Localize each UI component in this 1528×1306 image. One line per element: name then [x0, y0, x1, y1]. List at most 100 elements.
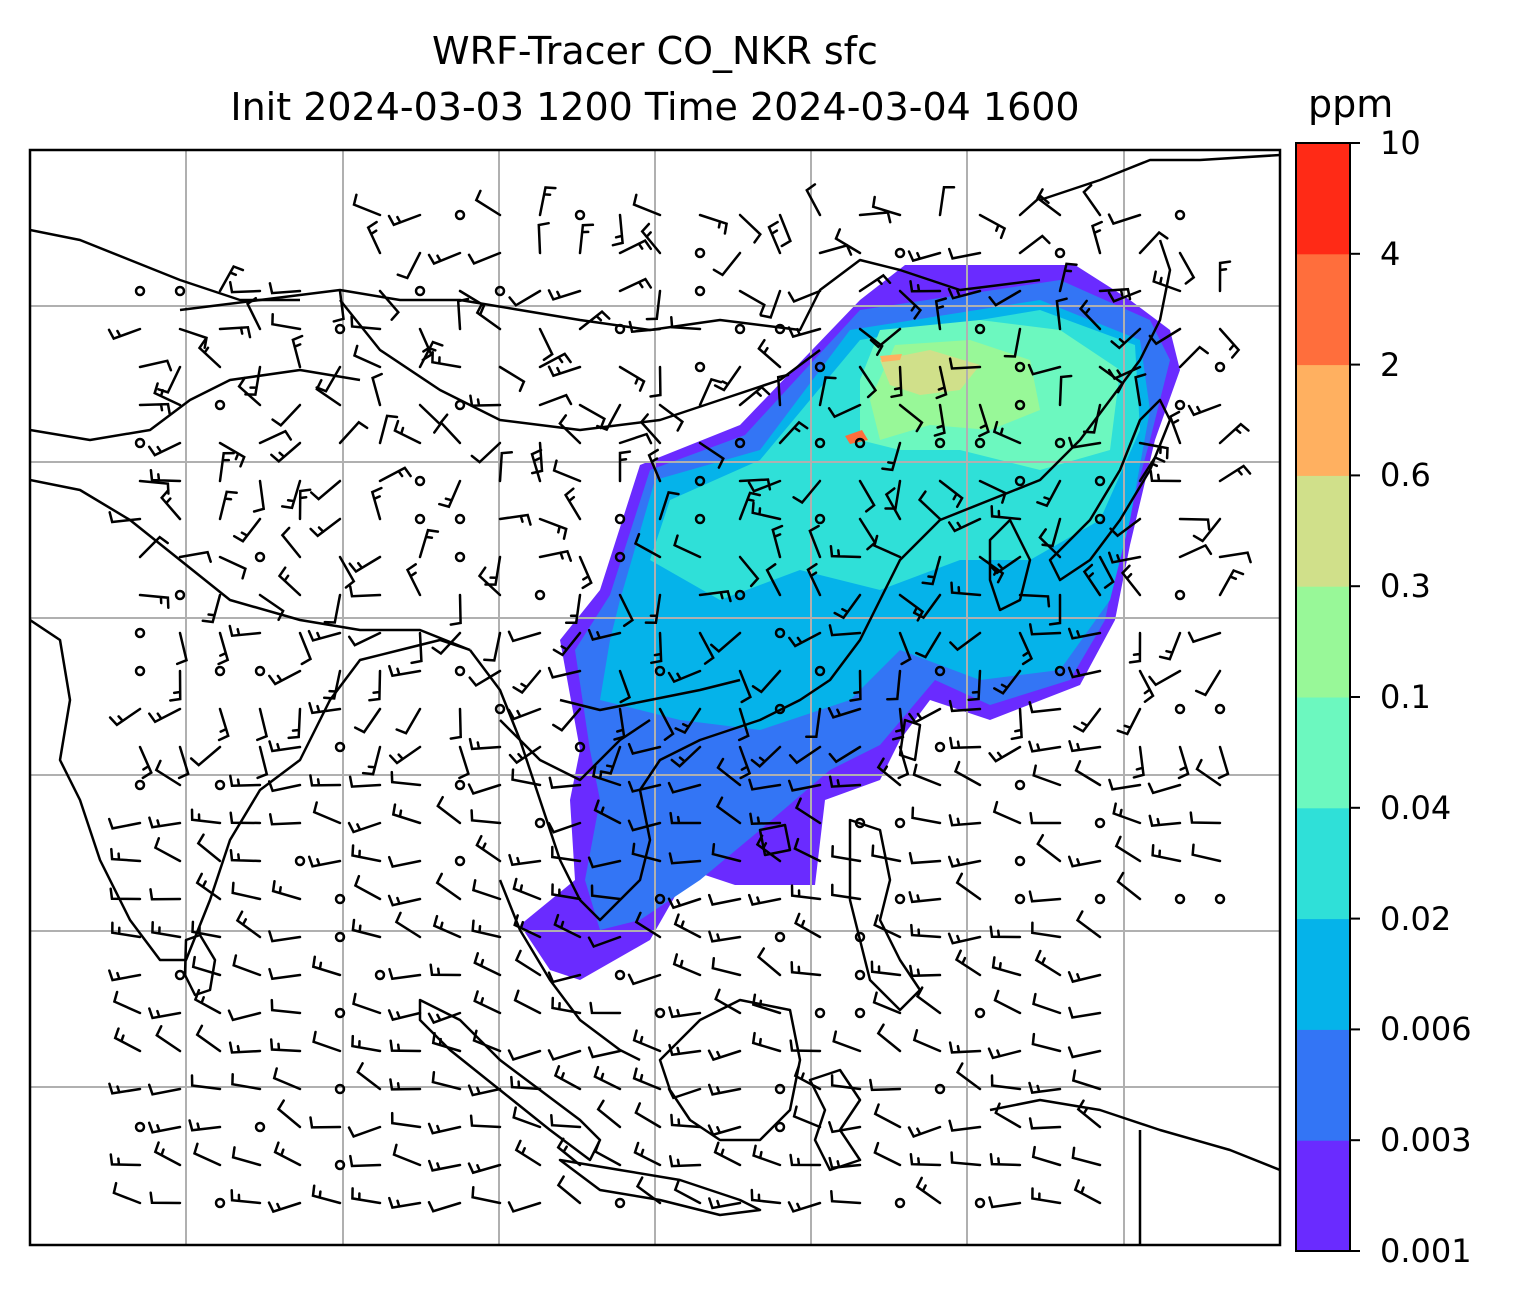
wind-barb	[907, 1125, 942, 1138]
wind-barb	[1151, 844, 1182, 863]
wind-barb	[1217, 745, 1230, 780]
wind-barb	[507, 1049, 542, 1062]
calm-wind-circle	[654, 1007, 666, 1019]
wind-barb	[1107, 551, 1142, 564]
wind-barb	[832, 1030, 862, 1053]
wind-barb	[148, 1007, 182, 1020]
wind-barb	[1112, 802, 1142, 825]
wind-barb	[948, 1119, 982, 1132]
wind-barb	[439, 413, 462, 445]
wind-barb	[870, 960, 902, 977]
calm-wind-circle	[894, 893, 906, 905]
wind-barb	[432, 914, 462, 939]
wind-barb	[618, 239, 653, 255]
wind-barb	[191, 920, 222, 939]
wind-barb	[138, 593, 170, 609]
wind-barb	[147, 1083, 182, 1096]
wind-barb	[147, 441, 182, 457]
wind-barb	[1158, 631, 1182, 661]
wind-barb	[268, 813, 302, 826]
wind-barb	[834, 228, 862, 255]
wind-barb	[550, 1113, 582, 1129]
wind-barb	[458, 289, 486, 316]
calm-wind-circle	[1094, 817, 1106, 829]
wind-barb	[298, 488, 312, 521]
wind-barb	[396, 251, 422, 280]
wind-barb	[711, 957, 742, 977]
wind-barb	[547, 821, 582, 834]
wind-barb	[1147, 782, 1182, 795]
calm-wind-circle	[134, 665, 146, 677]
border-central-asia	[30, 228, 300, 302]
wind-barb	[632, 1029, 662, 1053]
coastline-java	[558, 1158, 762, 1217]
calm-wind-circle	[214, 1197, 226, 1209]
colorbar-tick-label: 0.04	[1380, 788, 1452, 827]
wind-barb	[898, 631, 912, 666]
wind-barb	[713, 365, 742, 392]
tracer-plume	[520, 265, 1180, 980]
colorbar-tick-label: 0.003	[1380, 1121, 1472, 1160]
wind-barb	[912, 763, 942, 787]
wind-barb	[378, 289, 400, 321]
wind-barb	[267, 780, 302, 793]
wind-barb	[218, 451, 235, 483]
wind-barb	[707, 893, 742, 906]
wind-barb	[1218, 464, 1252, 483]
wind-barb	[498, 513, 532, 526]
wind-barb	[993, 989, 1022, 1015]
wind-barb	[547, 365, 582, 378]
wind-barb	[431, 631, 462, 656]
wind-barb	[498, 451, 514, 483]
wind-barb	[915, 631, 942, 659]
wind-barb	[191, 955, 222, 977]
wind-barb	[738, 555, 760, 588]
wind-barb	[227, 1009, 262, 1022]
wind-barb	[994, 1102, 1022, 1129]
wind-barb	[467, 1162, 502, 1175]
wind-barb	[438, 479, 462, 509]
wind-barb	[311, 1184, 342, 1205]
wind-barb	[921, 555, 942, 586]
wind-barb	[237, 376, 262, 407]
calm-wind-circle	[134, 285, 146, 297]
wind-barb	[149, 468, 182, 483]
wind-barb	[107, 327, 142, 341]
wind-barb	[757, 338, 782, 369]
wind-barb	[587, 628, 622, 641]
wind-barb	[640, 222, 662, 255]
wind-barb	[229, 811, 262, 825]
wind-barb	[954, 949, 982, 977]
calm-wind-circle	[694, 247, 706, 259]
wind-barb	[418, 403, 442, 434]
wind-barb	[1116, 871, 1142, 901]
wind-barb	[635, 1176, 662, 1205]
wind-barb	[1218, 422, 1250, 445]
wind-barb	[948, 699, 982, 713]
wind-barb	[467, 251, 502, 265]
wind-barb	[794, 912, 822, 939]
wind-barb	[1018, 631, 1034, 666]
calm-wind-circle	[694, 513, 706, 525]
wind-barb	[593, 1140, 622, 1167]
wind-barb	[788, 631, 822, 648]
wind-barb	[513, 989, 542, 1015]
wind-barb	[138, 479, 170, 495]
wind-barb	[378, 466, 412, 483]
wind-barb	[547, 666, 582, 679]
calm-wind-circle	[454, 513, 466, 525]
wind-barb	[347, 631, 382, 647]
wind-barb	[1168, 410, 1182, 445]
wind-barb	[1032, 992, 1062, 1015]
wind-barb	[1178, 251, 1196, 285]
calm-wind-circle	[334, 323, 346, 335]
wind-barb	[271, 879, 302, 901]
wind-barb	[644, 593, 662, 624]
wind-barb	[738, 669, 752, 704]
colorbar-band	[1296, 364, 1350, 476]
colorbar-band	[1296, 807, 1350, 920]
wind-barb	[427, 1011, 462, 1025]
wind-barb	[268, 930, 302, 943]
wind-barb	[389, 1039, 422, 1053]
wind-barb	[790, 884, 822, 901]
